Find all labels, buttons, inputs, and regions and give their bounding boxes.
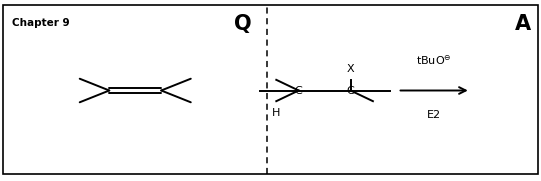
Text: tBuO$^{\mathsf{\ominus}}$: tBuO$^{\mathsf{\ominus}}$ — [417, 54, 452, 67]
Text: X: X — [347, 64, 354, 74]
Text: Q: Q — [234, 14, 252, 34]
Text: E2: E2 — [427, 110, 441, 120]
Text: A: A — [515, 14, 531, 34]
Text: C: C — [295, 85, 302, 96]
Text: Chapter 9: Chapter 9 — [12, 18, 70, 28]
Text: H: H — [272, 108, 280, 117]
FancyBboxPatch shape — [3, 5, 538, 174]
Text: C: C — [347, 85, 354, 96]
